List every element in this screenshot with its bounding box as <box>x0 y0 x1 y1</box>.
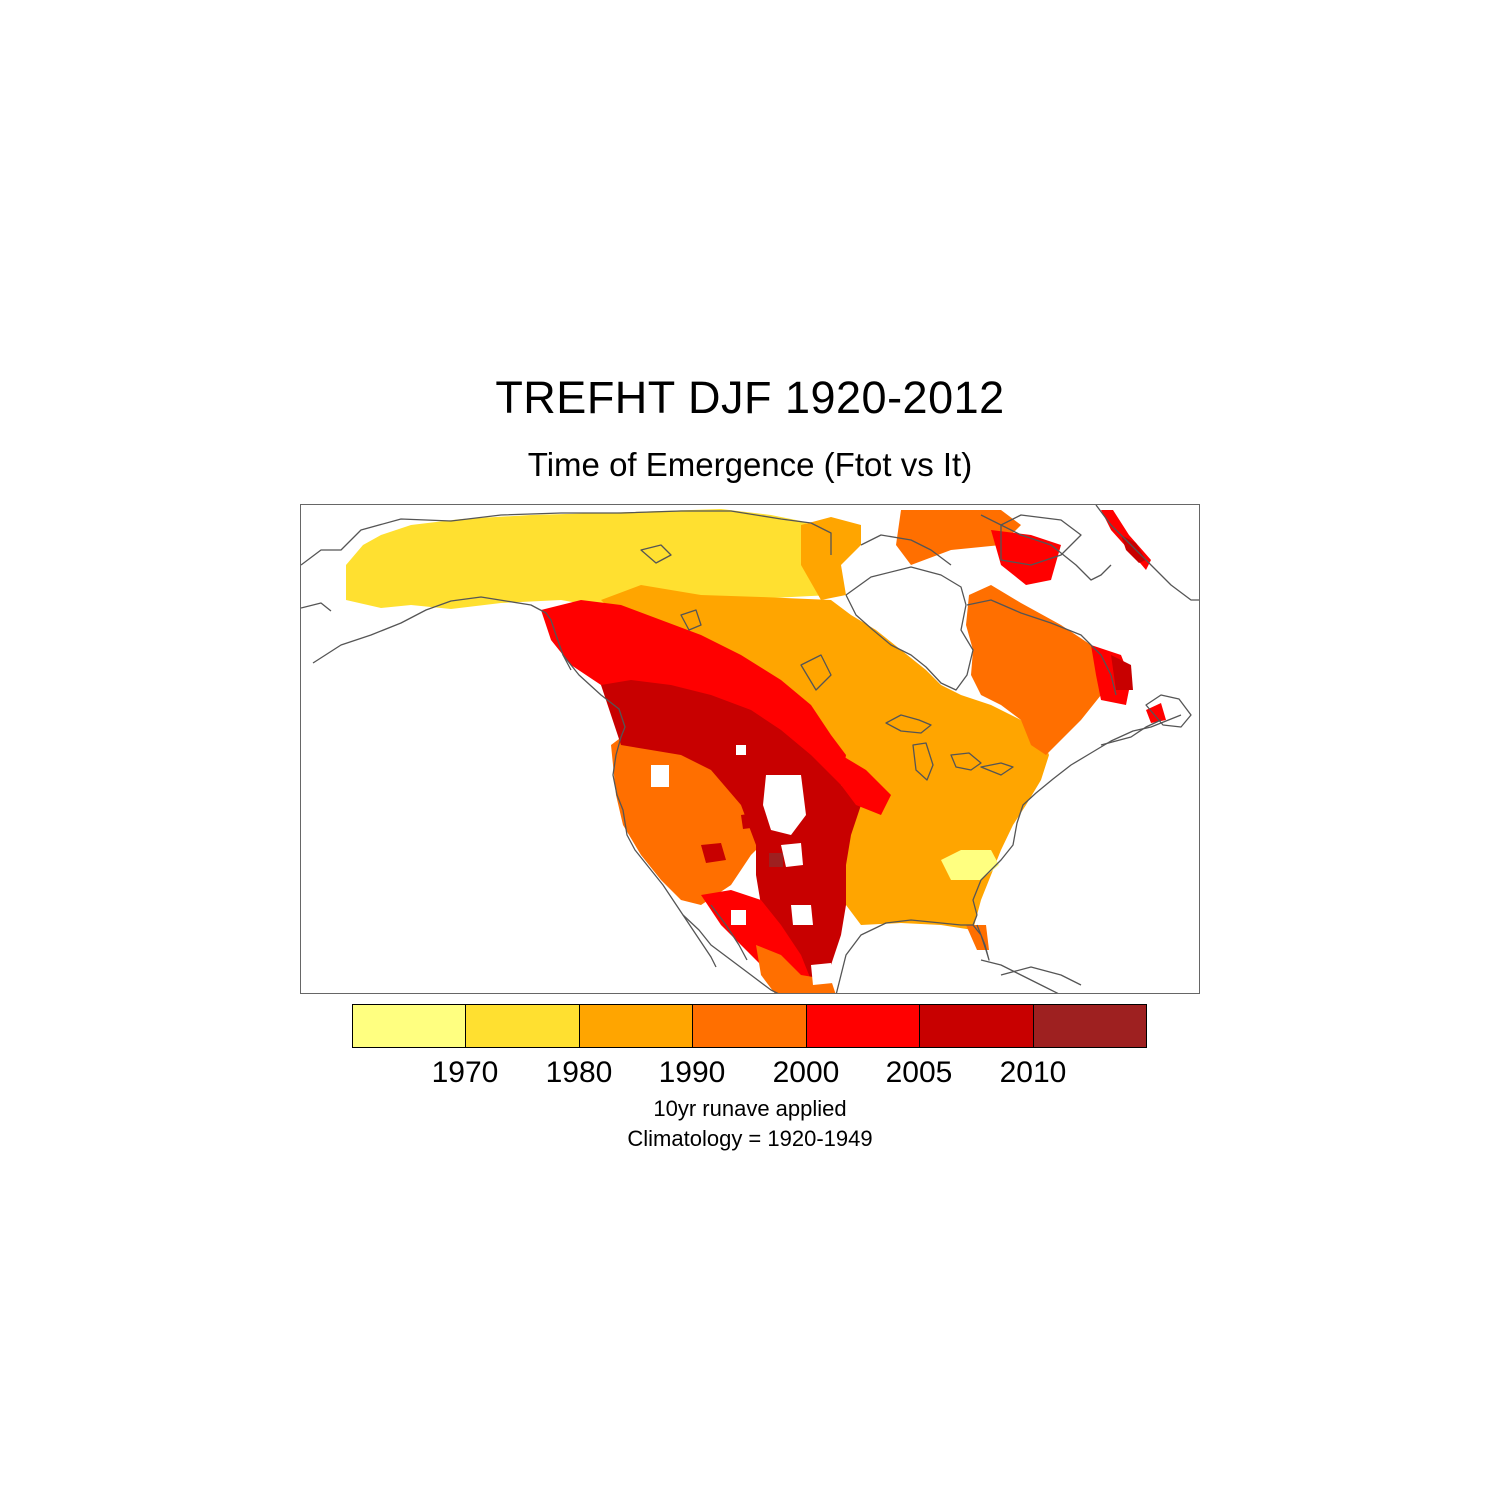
coastline-cuba <box>1000 966 1082 986</box>
colorbar-box-1 <box>466 1005 580 1047</box>
colorbar-box-2 <box>579 1005 694 1047</box>
no-emergence-cell <box>791 905 813 925</box>
coastline-great-lakes <box>885 714 1014 781</box>
coastline-alaska <box>301 510 832 566</box>
chart-title: TREFHT DJF 1920-2012 <box>495 372 1005 423</box>
coastline-atlantic <box>972 714 1182 916</box>
colorbar-box-0 <box>353 1005 467 1047</box>
region-quebec-labrador <box>966 585 1101 755</box>
no-emergence-cell <box>731 910 746 925</box>
map-panel <box>300 504 1200 994</box>
colorbar-box-4 <box>806 1005 921 1047</box>
coastline-hudson-bay <box>845 566 974 691</box>
footnote-climatology: Climatology = 1920-1949 <box>627 1126 873 1151</box>
colorbar-box-6 <box>1033 1005 1146 1047</box>
coastline-nova-scotia <box>1100 719 1162 746</box>
coastline-baja <box>682 914 717 968</box>
coastline-arctic-islands <box>860 514 1082 566</box>
region-arizona-spots <box>701 813 759 863</box>
no-emergence-cell <box>763 775 806 835</box>
region-labrador-coast-dark <box>1111 655 1133 690</box>
chart-subtitle: Time of Emergence (Ftot vs It) <box>527 446 973 483</box>
colorbar-box-5 <box>920 1005 1034 1047</box>
coastline-gulf <box>835 914 978 993</box>
coastline-baffin <box>980 514 1112 581</box>
coastline-inland-lakes <box>640 544 832 691</box>
coastline-yucatan <box>980 959 1059 993</box>
no-emergence-cell <box>651 765 669 787</box>
colorbar-tick-label: 1970 <box>431 1056 499 1089</box>
map-canvas <box>301 505 1199 993</box>
colorbar-box-3 <box>693 1005 807 1047</box>
coastline-pacific <box>562 654 779 993</box>
colorbar-tick-label: 1980 <box>545 1056 613 1089</box>
region-northern-canada <box>801 517 861 600</box>
coastline-gulf-california <box>710 904 748 961</box>
region-plains-red-fringe <box>841 755 891 815</box>
colorbar-tick-label: 1990 <box>658 1056 726 1089</box>
region-greenland-south <box>896 510 1021 565</box>
region-colorado-dark <box>769 853 783 867</box>
no-emergence-cell <box>736 745 746 755</box>
no-emergence-cell <box>781 843 803 867</box>
footnote-runave: 10yr runave applied <box>653 1096 847 1121</box>
coastline-layer <box>301 505 1199 993</box>
region-greenland-west <box>991 530 1061 585</box>
no-emergence-cell <box>811 963 833 985</box>
colorbar-tick-label: 2005 <box>885 1056 953 1089</box>
coastline-florida <box>972 924 990 961</box>
region-newfoundland <box>1146 703 1166 723</box>
coastline-aleutian <box>301 602 332 612</box>
colorbar-tick-label: 2000 <box>772 1056 840 1089</box>
region-southeast-us <box>941 850 999 880</box>
coastline-greenland <box>1095 505 1199 601</box>
coastline-newfoundland <box>1145 694 1192 728</box>
coastline-alaska-south <box>312 596 572 671</box>
colorbar <box>352 1004 1147 1048</box>
region-alaska <box>346 509 831 615</box>
emergence-fill-layer <box>346 509 1166 993</box>
colorbar-tick-label: 2010 <box>999 1056 1067 1089</box>
coastline-labrador <box>966 599 1117 696</box>
